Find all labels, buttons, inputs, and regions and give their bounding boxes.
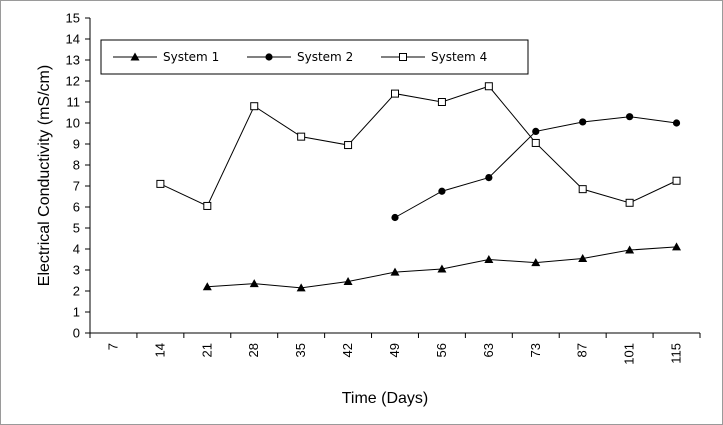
square-marker: [297, 132, 306, 141]
triangle-marker: [390, 267, 400, 276]
circle-marker: [579, 118, 587, 126]
circle-marker: [485, 174, 493, 182]
square-marker: [399, 53, 407, 61]
y-tick-label: 14: [66, 32, 80, 47]
x-tick-label: 115: [669, 343, 684, 364]
y-tick-label: 0: [73, 326, 80, 341]
series-3: [156, 82, 681, 210]
x-axis-title: Time (Days): [342, 390, 429, 407]
y-tick-label: 12: [66, 74, 80, 89]
square-marker: [437, 98, 446, 106]
triangle-marker: [249, 279, 259, 288]
y-axis-title: Electrical Conductivity (mS/cm): [36, 65, 53, 286]
y-tick-label: 9: [73, 137, 80, 152]
circle-marker: [532, 127, 540, 135]
series-group: [156, 82, 682, 292]
square-marker: [625, 198, 634, 207]
x-tick-label: 7: [105, 343, 120, 350]
series-2: [391, 113, 681, 222]
triangle-marker: [343, 277, 353, 286]
triangle-marker: [484, 255, 494, 263]
square-marker: [156, 179, 165, 188]
series-line: [160, 85, 677, 207]
x-tick-label: 21: [199, 343, 214, 357]
y-tick-label: 10: [66, 116, 80, 131]
square-marker: [531, 138, 540, 147]
series-1: [202, 242, 682, 292]
triangle-marker: [531, 258, 541, 267]
y-tick-label: 5: [73, 221, 80, 236]
y-tick-label: 8: [73, 158, 80, 173]
x-tick-label: 28: [246, 343, 261, 357]
x-tick-label: 56: [434, 343, 449, 357]
y-tick-label: 13: [66, 53, 80, 68]
y-tick-label: 1: [73, 305, 80, 320]
triangle-marker: [625, 245, 635, 254]
x-axis-ticks: 7 14 21 28 35 42 49 56 63 73 87 101 115: [89, 333, 701, 365]
x-tick-label: 35: [293, 343, 308, 357]
triangle-marker: [578, 253, 588, 262]
triangle-marker: [296, 283, 306, 292]
legend-box: [100, 39, 529, 75]
y-tick-label: 11: [67, 95, 81, 110]
x-tick-label: 49: [387, 343, 402, 357]
square-marker: [484, 82, 493, 91]
y-tick-label: 2: [73, 284, 80, 299]
axes: [89, 18, 700, 334]
legend-label: System 4: [431, 50, 487, 64]
y-tick-label: 15: [66, 11, 80, 26]
legend-item-2: System 2: [247, 50, 353, 64]
y-tick-label: 3: [73, 263, 80, 278]
legend: System 1 System 2 System 4: [100, 39, 529, 75]
square-marker: [344, 141, 353, 150]
x-tick-label: 73: [528, 343, 543, 357]
legend-label: System 2: [297, 50, 353, 64]
circle-marker: [265, 53, 273, 61]
square-marker: [578, 185, 587, 194]
x-tick-label: 101: [622, 343, 637, 365]
triangle-marker: [130, 52, 140, 61]
square-marker: [672, 176, 681, 185]
triangle-marker: [202, 282, 212, 291]
square-marker: [250, 102, 259, 111]
x-tick-label: 87: [575, 343, 590, 357]
x-tick-label: 42: [340, 343, 355, 357]
circle-marker: [391, 213, 399, 222]
square-marker: [391, 89, 399, 98]
x-tick-label: 63: [481, 343, 496, 357]
circle-marker: [672, 119, 681, 127]
y-tick-label: 6: [73, 200, 80, 215]
y-tick-label: 7: [73, 179, 80, 194]
legend-label: System 1: [163, 50, 219, 64]
triangle-marker: [672, 242, 682, 251]
legend-item-3: System 4: [381, 50, 487, 64]
circle-marker: [438, 187, 446, 195]
circle-marker: [626, 113, 634, 121]
triangle-marker: [437, 264, 447, 273]
x-tick-label: 14: [152, 343, 167, 357]
square-marker: [203, 201, 212, 210]
y-tick-label: 4: [73, 242, 80, 257]
legend-item-1: System 1: [113, 50, 219, 64]
